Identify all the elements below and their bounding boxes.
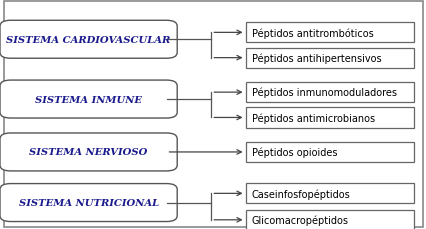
FancyBboxPatch shape — [0, 133, 177, 171]
FancyBboxPatch shape — [245, 23, 413, 43]
FancyBboxPatch shape — [245, 210, 413, 229]
FancyBboxPatch shape — [245, 108, 413, 128]
FancyBboxPatch shape — [4, 2, 422, 227]
FancyBboxPatch shape — [0, 21, 177, 59]
FancyBboxPatch shape — [0, 184, 177, 222]
Text: Péptidos antihipertensivos: Péptidos antihipertensivos — [251, 53, 381, 64]
Text: Péptidos antitrombóticos: Péptidos antitrombóticos — [251, 28, 373, 38]
Text: Glicomacropéptidos: Glicomacropéptidos — [251, 215, 348, 225]
FancyBboxPatch shape — [0, 81, 177, 119]
Text: Péptidos opioides: Péptidos opioides — [251, 147, 337, 158]
Text: SISTEMA CARDIOVASCULAR: SISTEMA CARDIOVASCULAR — [6, 35, 170, 45]
FancyBboxPatch shape — [245, 83, 413, 103]
Text: Caseinfosfopéptidos: Caseinfosfopéptidos — [251, 188, 350, 199]
FancyBboxPatch shape — [245, 48, 413, 68]
Text: SISTEMA NERVIOSO: SISTEMA NERVIOSO — [29, 148, 147, 157]
Text: SISTEMA INMUNE: SISTEMA INMUNE — [35, 95, 142, 104]
Text: Péptidos inmunomoduladores: Péptidos inmunomoduladores — [251, 87, 396, 98]
FancyBboxPatch shape — [245, 142, 413, 162]
Text: SISTEMA NUTRICIONAL: SISTEMA NUTRICIONAL — [18, 198, 158, 207]
Text: Péptidos antimicrobianos: Péptidos antimicrobianos — [251, 113, 374, 123]
FancyBboxPatch shape — [245, 183, 413, 204]
